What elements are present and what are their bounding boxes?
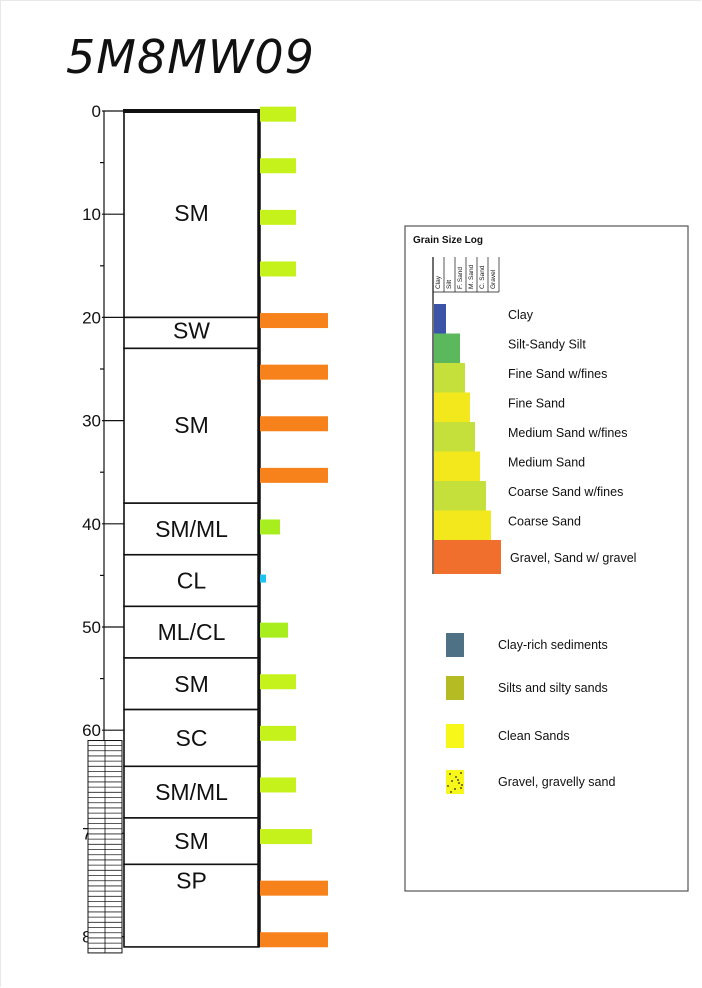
depth-tick-label: 0	[92, 102, 101, 121]
gravel-dot	[461, 784, 463, 786]
legend-grain-label: Medium Sand	[508, 456, 585, 470]
lithology-label: CL	[177, 568, 207, 594]
legend-grain-swatch	[434, 540, 501, 574]
grain-size-bar	[260, 416, 328, 432]
lithology-unit	[123, 110, 260, 319]
lithology-unit	[123, 863, 260, 948]
lithology-label: SC	[176, 725, 208, 751]
lithology-label: SM/ML	[155, 516, 228, 542]
well-title: 5M8MW09	[66, 30, 315, 84]
grain-size-bar	[260, 313, 328, 329]
legend-grain-swatch	[434, 304, 446, 334]
lithology-column: SM SW SM SM/ML CL ML/CL SM SC SM/ML SM SP	[123, 109, 261, 948]
grain-size-bar	[260, 209, 296, 225]
grain-size-bar	[260, 829, 312, 845]
legend-grain-swatch	[434, 481, 486, 511]
depth-tick-label: 40	[82, 515, 101, 534]
legend-sediment-label: Silts and silty sands	[498, 681, 608, 695]
grain-size-bar	[260, 725, 296, 741]
lithology-unit	[123, 347, 260, 504]
lithology-unit	[123, 316, 260, 350]
legend-sediment-label: Clay-rich sediments	[498, 638, 608, 652]
depth-tick-label: 20	[82, 308, 101, 327]
legend-grain-swatch	[434, 392, 470, 422]
grain-size-bar	[260, 777, 296, 793]
legend-column-header: Silt	[446, 280, 453, 289]
legend-title: Grain Size Log	[413, 235, 483, 246]
well-screen	[87, 740, 123, 954]
legend-column-header: Clay	[435, 275, 442, 289]
legend-grain-swatch	[434, 451, 480, 481]
legend-sediment-swatch	[446, 770, 464, 794]
gravel-dot	[457, 779, 459, 781]
legend-grain-swatch	[434, 333, 460, 363]
legend-sediment-item: Silts and silty sands	[446, 676, 608, 700]
legend-sediment-swatch	[446, 724, 464, 748]
depth-tick-label: 50	[82, 618, 101, 637]
legend-grain-label: Coarse Sand	[508, 515, 581, 529]
gravel-dot	[455, 776, 457, 778]
gravel-dot	[460, 772, 462, 774]
legend-grain-label: Fine Sand	[508, 397, 565, 411]
grain-size-bar	[260, 467, 328, 483]
legend-column-header: Gravel	[490, 269, 497, 289]
legend-grain-swatch	[434, 363, 465, 393]
gravel-dot	[451, 780, 453, 782]
grain-size-bar	[260, 158, 296, 174]
gravel-dot	[454, 788, 456, 790]
legend: Grain Size Log Clay Silt F. Sand M. Sand C. S…	[404, 225, 689, 892]
lithology-label: SM	[174, 412, 209, 438]
legend-grain-label: Coarse Sand w/fines	[508, 485, 623, 499]
legend-sediment-item: Clay-rich sediments	[446, 633, 608, 657]
lithology-label: SM/ML	[155, 779, 228, 805]
legend-sediment-label: Gravel, gravelly sand	[498, 775, 615, 789]
grain-size-bar	[260, 364, 328, 380]
legend-grain-swatch	[434, 422, 475, 452]
lithology-label: SW	[173, 317, 210, 343]
gravel-dot	[450, 791, 452, 793]
legend-column-header: C. Sand	[479, 265, 486, 289]
grain-size-samples	[260, 106, 328, 948]
legend-column-header: F. Sand	[457, 267, 464, 289]
depth-tick-label: 30	[82, 412, 101, 431]
legend-grain-label: Fine Sand w/fines	[508, 367, 607, 381]
grain-size-bar	[260, 106, 296, 122]
lithology-label: SP	[176, 867, 207, 893]
legend-grain-label: Medium Sand w/fines	[508, 426, 628, 440]
legend-grain-label: Clay	[508, 308, 534, 322]
grain-size-bar	[260, 674, 296, 690]
lithology-label: ML/CL	[158, 619, 226, 645]
legend-column-header: M. Sand	[468, 264, 475, 289]
grain-size-bar	[260, 261, 296, 277]
legend-grain-label: Silt-Sandy Silt	[508, 338, 586, 352]
legend-sediment-item: Clean Sands	[446, 724, 570, 748]
lithology-label: SM	[174, 828, 209, 854]
legend-grain-label: Gravel, Sand w/ gravel	[510, 551, 636, 565]
gravel-dot	[449, 773, 451, 775]
lithology-label: SM	[174, 671, 209, 697]
legend-sediment-swatch	[446, 633, 464, 657]
gravel-dot	[447, 785, 449, 787]
lithology-unit	[123, 605, 260, 659]
grain-size-bar	[260, 932, 328, 948]
lithology-unit	[123, 502, 260, 556]
depth-tick-label: 10	[82, 205, 101, 224]
grain-size-bar	[260, 622, 288, 638]
depth-tick-label: 60	[82, 721, 101, 740]
legend-sediment-item: Gravel, gravelly sand	[446, 770, 615, 794]
legend-sediment-swatch	[446, 676, 464, 700]
grain-size-bar	[260, 574, 266, 583]
gravel-dot	[458, 782, 460, 784]
gravel-dot	[460, 787, 462, 789]
legend-grain-swatch	[434, 510, 491, 540]
legend-sediment-label: Clean Sands	[498, 729, 570, 743]
grain-size-bar	[260, 519, 280, 535]
grain-size-bar	[260, 880, 328, 896]
lithology-label: SM	[174, 200, 209, 226]
